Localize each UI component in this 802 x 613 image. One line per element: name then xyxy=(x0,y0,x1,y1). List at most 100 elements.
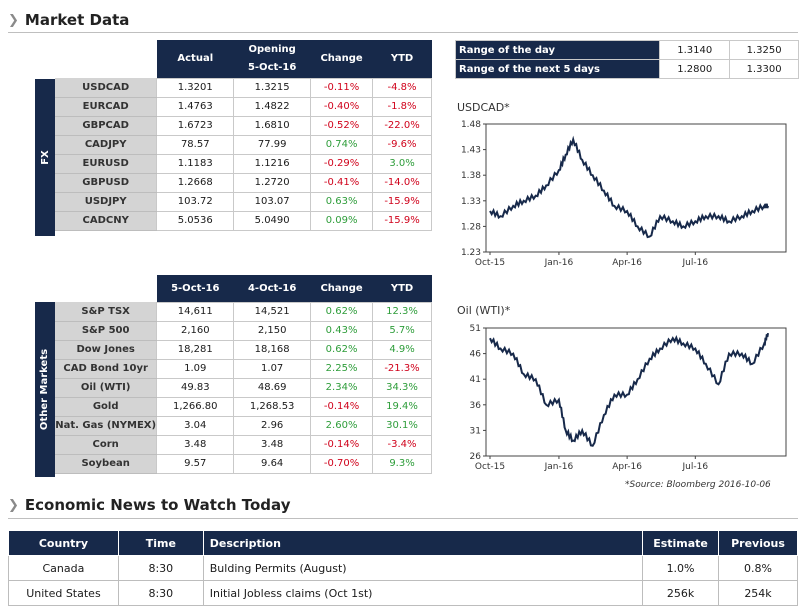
fx-ytd: -15.9% xyxy=(372,210,432,231)
fx-change: -0.40% xyxy=(310,96,374,117)
news-estimate: 1.0% xyxy=(642,555,720,581)
om-header-ytd: YTD xyxy=(372,275,432,302)
fx-ytd: -1.8% xyxy=(372,96,432,117)
y-tick-label: 41 xyxy=(470,375,481,385)
market-label: Corn xyxy=(55,435,157,455)
fx-open: 103.07 xyxy=(233,191,312,212)
market-data-divider xyxy=(8,32,798,33)
market-row: Gold 1,266.80 1,268.53 -0.14% 19.4% xyxy=(55,396,432,417)
fx-open: 1.6810 xyxy=(233,115,312,136)
other-markets-side-label: Other Markets xyxy=(35,302,55,477)
chevron-right-icon: ❯ xyxy=(8,12,19,28)
y-tick-label: 26 xyxy=(470,452,482,462)
economic-news-title: ❯ Economic News to Watch Today xyxy=(8,496,290,514)
economic-news-title-text: Economic News to Watch Today xyxy=(24,496,291,514)
market-row: Soybean 9.57 9.64 -0.70% 9.3% xyxy=(55,453,432,474)
news-header-previous: Previous xyxy=(718,530,798,556)
news-divider xyxy=(8,518,798,519)
y-tick-label: 51 xyxy=(470,324,481,334)
market-change: 0.62% xyxy=(310,301,374,322)
fx-table: Actual Opening 5-Oct-16 Change YTD USDCA… xyxy=(55,40,432,231)
fx-open: 77.99 xyxy=(233,134,312,155)
news-header-estimate: Estimate xyxy=(642,530,720,556)
fx-change: -0.29% xyxy=(310,153,374,174)
market-ytd: 19.4% xyxy=(372,396,432,417)
market-row: CAD Bond 10yr 1.09 1.07 2.25% -21.3% xyxy=(55,358,432,379)
fx-pair-label: CADJPY xyxy=(55,135,157,155)
market-ytd: -21.3% xyxy=(372,358,432,379)
x-tick-label: Jul-16 xyxy=(682,258,709,268)
x-tick-label: Oct-15 xyxy=(475,462,505,472)
news-previous: 254k xyxy=(718,580,798,606)
market-value-today: 2,160 xyxy=(156,320,235,341)
market-data-title: ❯ Market Data xyxy=(8,11,129,29)
market-label: S&P TSX xyxy=(55,302,157,322)
news-time: 8:30 xyxy=(117,555,204,581)
market-value-today: 9.57 xyxy=(156,453,235,474)
market-value-today: 14,611 xyxy=(156,301,235,322)
market-value-prev: 9.64 xyxy=(233,453,312,474)
market-change: -0.70% xyxy=(310,453,374,474)
fx-header-ytd: YTD xyxy=(372,40,432,78)
market-ytd: -3.4% xyxy=(372,434,432,455)
fx-actual: 1.6723 xyxy=(156,115,235,136)
market-row: S&P TSX 14,611 14,521 0.62% 12.3% xyxy=(55,301,432,322)
market-change: 2.60% xyxy=(310,415,374,436)
market-change: 2.25% xyxy=(310,358,374,379)
chevron-right-icon: ❯ xyxy=(8,497,19,513)
market-ytd: 4.9% xyxy=(372,339,432,360)
fx-open: 1.3215 xyxy=(233,77,312,98)
market-value-prev: 1,268.53 xyxy=(233,396,312,417)
fx-change: 0.63% xyxy=(310,191,374,212)
fx-ytd: -14.0% xyxy=(372,172,432,193)
fx-pair-label: GBPUSD xyxy=(55,173,157,193)
y-tick-label: 1.33 xyxy=(461,197,481,207)
market-value-prev: 1.07 xyxy=(233,358,312,379)
om-header-date2: 4-Oct-16 xyxy=(233,275,311,302)
market-value-today: 49.83 xyxy=(156,377,235,398)
market-row: Nat. Gas (NYMEX) 3.04 2.96 2.60% 30.1% xyxy=(55,415,432,436)
market-change: -0.14% xyxy=(310,396,374,417)
fx-actual: 1.1183 xyxy=(156,153,235,174)
x-tick-label: Oct-15 xyxy=(475,258,505,268)
market-value-prev: 18,168 xyxy=(233,339,312,360)
fx-ytd: 3.0% xyxy=(372,153,432,174)
fx-pair-label: GBPCAD xyxy=(55,116,157,136)
market-ytd: 34.3% xyxy=(372,377,432,398)
plot-frame xyxy=(485,327,787,457)
market-label: Nat. Gas (NYMEX) xyxy=(55,416,157,436)
market-label: Gold xyxy=(55,397,157,417)
market-value-today: 1.09 xyxy=(156,358,235,379)
range-row: Range of the next 5 days 1.2800 1.3300 xyxy=(454,59,799,79)
market-row: Dow Jones 18,281 18,168 0.62% 4.9% xyxy=(55,339,432,360)
market-label: S&P 500 xyxy=(55,321,157,341)
fx-change: -0.11% xyxy=(310,77,374,98)
y-tick-label: 1.48 xyxy=(461,120,481,130)
market-row: S&P 500 2,160 2,150 0.43% 5.7% xyxy=(55,320,432,341)
fx-row: CADCNY 5.0536 5.0490 0.09% -15.9% xyxy=(55,210,432,231)
fx-change: -0.41% xyxy=(310,172,374,193)
fx-row: GBPUSD 1.2668 1.2720 -0.41% -14.0% xyxy=(55,172,432,193)
x-tick-label: Jan-16 xyxy=(544,258,574,268)
range-low: 1.3140 xyxy=(659,40,731,60)
news-header-description: Description xyxy=(202,530,644,556)
x-tick-label: Jan-16 xyxy=(544,462,574,472)
market-label: CAD Bond 10yr xyxy=(55,359,157,379)
market-ytd: 30.1% xyxy=(372,415,432,436)
market-value-today: 1,266.80 xyxy=(156,396,235,417)
fx-actual: 78.57 xyxy=(156,134,235,155)
fx-change: 0.09% xyxy=(310,210,374,231)
y-tick-label: 46 xyxy=(470,350,482,360)
x-tick-label: Jul-16 xyxy=(682,462,709,472)
range-row: Range of the day 1.3140 1.3250 xyxy=(454,40,799,60)
news-country: Canada xyxy=(8,555,119,581)
market-value-prev: 48.69 xyxy=(233,377,312,398)
market-change: 0.62% xyxy=(310,339,374,360)
fx-pair-label: CADCNY xyxy=(55,211,157,231)
fx-actual: 1.4763 xyxy=(156,96,235,117)
fx-pair-label: USDCAD xyxy=(55,78,157,98)
fx-change: -0.52% xyxy=(310,115,374,136)
om-header-date1: 5-Oct-16 xyxy=(156,275,234,302)
